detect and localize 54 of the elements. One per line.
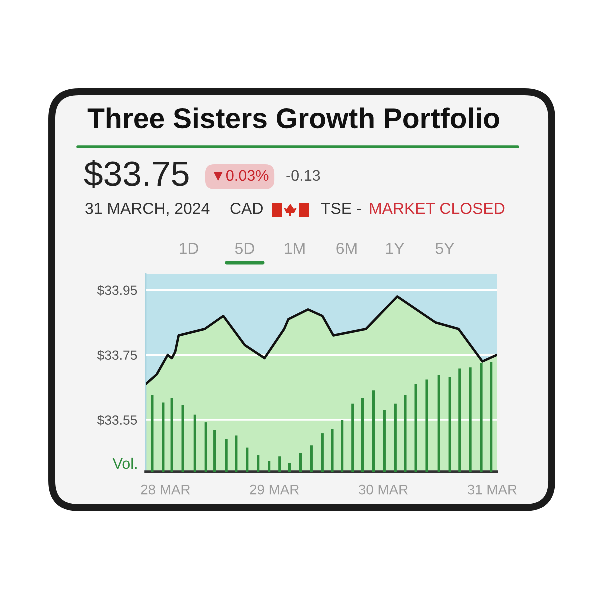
text: 5D <box>235 243 254 254</box>
text: 6M <box>336 242 357 254</box>
bar <box>383 410 386 472</box>
bar <box>268 461 271 472</box>
bar <box>394 404 397 472</box>
bar <box>246 448 249 472</box>
text: 5Y <box>436 243 454 254</box>
chart-title: Three Sisters Growth Portfolio <box>88 108 500 129</box>
text: CAD <box>230 202 263 214</box>
bar <box>438 375 440 472</box>
text: 1D <box>180 243 198 254</box>
y-axis-title: Vol. <box>112 458 137 470</box>
x-tick-label: 31 MAR <box>468 484 517 495</box>
bar <box>331 429 334 472</box>
y-tick-label: $33.95 <box>97 285 138 296</box>
bar <box>372 390 376 472</box>
bar <box>404 395 407 472</box>
x-tick-label: 30 MAR <box>358 484 408 495</box>
bar <box>480 363 483 472</box>
bar <box>426 380 428 472</box>
x-tick-label: 28 MAR <box>141 484 190 495</box>
text: 1Y <box>386 243 404 254</box>
text: 31 MARCH, 2024 <box>86 202 210 216</box>
bar <box>299 453 302 472</box>
text: -0.13 <box>286 170 320 182</box>
bar <box>321 434 324 472</box>
bar <box>361 398 364 472</box>
bar <box>414 384 418 472</box>
bar <box>151 395 154 472</box>
bar <box>340 420 344 472</box>
bar <box>257 456 260 472</box>
text: TSE - <box>321 202 362 214</box>
bar <box>182 404 184 472</box>
text: ▼0.03% <box>214 170 269 182</box>
bar <box>194 414 196 472</box>
bar <box>469 368 472 472</box>
bar <box>235 436 238 472</box>
bar <box>448 377 452 472</box>
bar <box>162 402 165 472</box>
bar <box>352 404 354 472</box>
bar <box>225 439 228 472</box>
text: MARKET CLOSED <box>370 202 505 214</box>
bar <box>278 456 282 472</box>
bar <box>490 362 493 472</box>
bar <box>458 368 462 472</box>
y-tick-label: $33.55 <box>97 415 138 426</box>
y-tick-label: $33.75 <box>97 350 138 361</box>
bar <box>170 398 174 472</box>
text: 1M <box>285 243 305 254</box>
x-tick-label: 29 MAR <box>250 484 300 495</box>
bar <box>288 463 292 472</box>
bar <box>204 422 208 472</box>
bar <box>214 430 216 472</box>
bar <box>310 446 313 472</box>
